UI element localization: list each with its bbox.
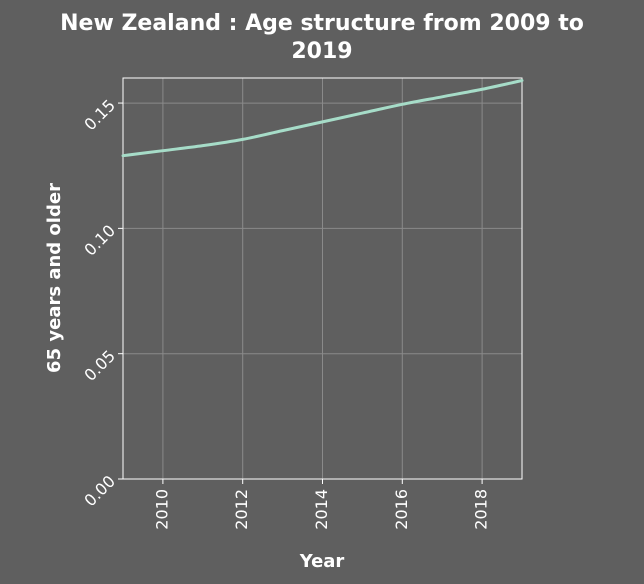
y-axis-label: 65 years and older	[44, 183, 65, 373]
chart-title-line-2: 2019	[291, 39, 352, 64]
x-axis-ticks: 2010 2012 2014 2016 2018	[152, 479, 491, 530]
x-tick-label: 2010	[152, 489, 171, 530]
y-tick-label: 0.10	[80, 221, 119, 260]
x-tick-label: 2014	[312, 489, 331, 530]
series-lines	[121, 79, 524, 158]
x-tick-label: 2016	[392, 489, 411, 530]
series-line	[121, 79, 524, 158]
x-axis-label: Year	[299, 551, 345, 572]
y-tick-label: 0.15	[80, 96, 119, 135]
x-tick-label: 2012	[232, 489, 251, 530]
y-axis-ticks: 0.00 0.05 0.10 0.15	[80, 96, 123, 511]
y-tick-label: 0.05	[80, 346, 119, 385]
grid-lines	[123, 78, 522, 480]
x-tick-label: 2018	[472, 489, 491, 530]
y-tick-label: 0.00	[80, 472, 119, 511]
chart-title-line-1: New Zealand : Age structure from 2009 to	[60, 11, 584, 36]
